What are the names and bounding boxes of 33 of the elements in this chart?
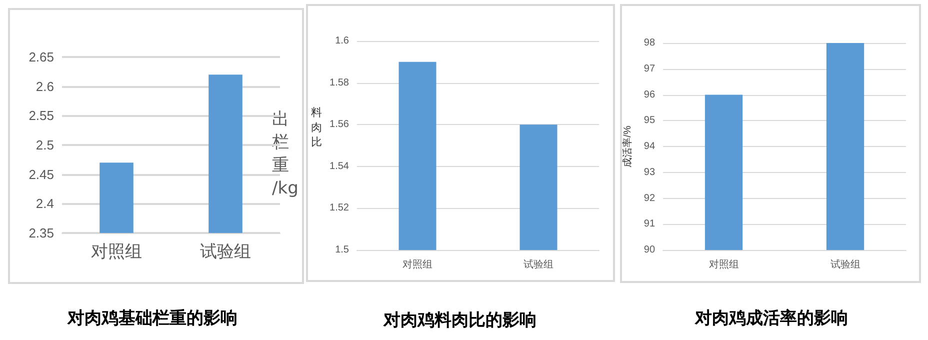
y-axis-title: 成活率/% — [622, 126, 634, 168]
x-tick-label: 试验组 — [830, 258, 860, 270]
y-tick-label: 2.4 — [36, 196, 54, 212]
y-tick-label: 2.35 — [28, 226, 54, 240]
y-tick-label: 94 — [644, 141, 656, 152]
text: 对肉鸡料肉比的影响 — [382, 310, 536, 330]
y-tick-label: 1.52 — [330, 202, 350, 214]
y-tick-label: 92 — [644, 192, 656, 204]
y-tick-label: 97 — [644, 63, 656, 74]
text: 对肉鸡基础栏重的影响 — [66, 308, 238, 328]
y-tick-label: 2.65 — [28, 50, 54, 64]
x-tick-label: 试验组 — [200, 242, 251, 261]
y-tick-label: 95 — [644, 115, 656, 126]
text: 对肉鸡成活率的影响 — [694, 308, 848, 328]
y-tick-label: 2.55 — [28, 108, 54, 124]
y-axis-title: 料肉比 — [311, 106, 322, 149]
y-tick-label: 1.5 — [335, 244, 350, 256]
y-tick-label: 96 — [644, 89, 656, 100]
y-tick-label: 93 — [644, 166, 656, 178]
y-tick-label: 1.6 — [335, 36, 350, 46]
y-tick-label: 90 — [644, 244, 656, 256]
y-tick-label: 1.54 — [330, 160, 350, 172]
y-tick-label: 2.45 — [28, 166, 54, 182]
y-tick-label: 98 — [644, 38, 656, 48]
y-tick-label: 91 — [644, 218, 656, 230]
y-tick-label: 1.58 — [330, 77, 350, 88]
x-tick-label: 对照组 — [402, 258, 432, 270]
x-tick-label: 试验组 — [524, 258, 554, 270]
y-tick-label: 2.6 — [36, 78, 54, 94]
x-tick-label: 对照组 — [708, 258, 739, 270]
y-tick-label: 1.56 — [330, 119, 350, 130]
x-tick-label: 对照组 — [91, 242, 142, 261]
y-tick-label: 2.5 — [36, 138, 54, 152]
